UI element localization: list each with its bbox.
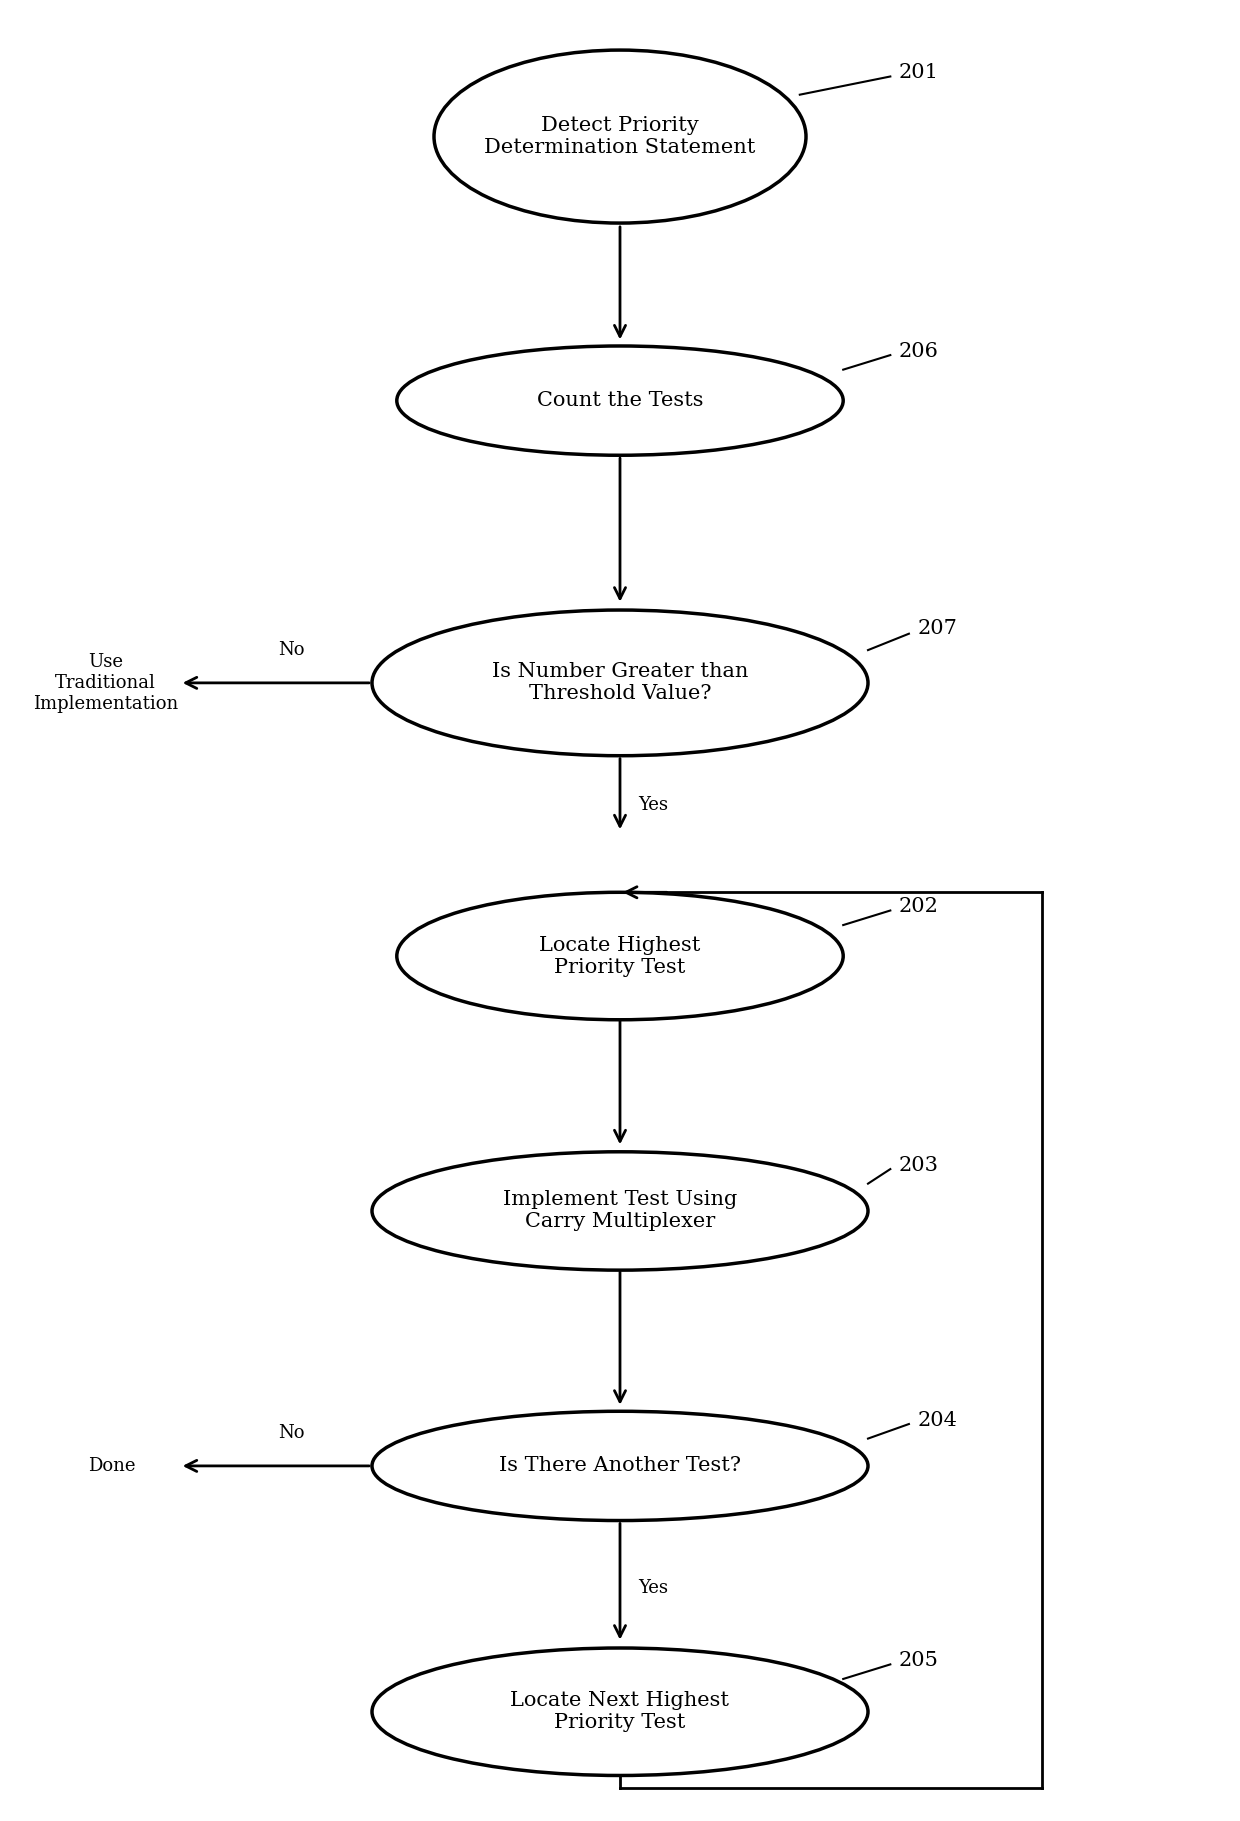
Text: Yes: Yes <box>639 796 668 814</box>
Text: Done: Done <box>88 1457 135 1475</box>
Text: 202: 202 <box>899 898 939 916</box>
Text: Is Number Greater than
Threshold Value?: Is Number Greater than Threshold Value? <box>492 663 748 703</box>
Text: Locate Highest
Priority Test: Locate Highest Priority Test <box>539 936 701 976</box>
Text: Count the Tests: Count the Tests <box>537 392 703 410</box>
Text: Locate Next Highest
Priority Test: Locate Next Highest Priority Test <box>511 1692 729 1732</box>
Text: 204: 204 <box>918 1411 957 1429</box>
Text: Implement Test Using
Carry Multiplexer: Implement Test Using Carry Multiplexer <box>503 1191 737 1231</box>
Text: 207: 207 <box>918 619 957 637</box>
Text: 203: 203 <box>899 1156 939 1175</box>
Text: Use
Traditional
Implementation: Use Traditional Implementation <box>32 654 179 712</box>
Text: Yes: Yes <box>639 1579 668 1597</box>
Text: 205: 205 <box>899 1652 939 1670</box>
Text: No: No <box>278 1424 305 1442</box>
Text: Detect Priority
Determination Statement: Detect Priority Determination Statement <box>485 117 755 157</box>
Text: No: No <box>278 641 305 659</box>
Text: Is There Another Test?: Is There Another Test? <box>498 1457 742 1475</box>
Text: 206: 206 <box>899 342 939 361</box>
Text: 201: 201 <box>899 64 939 82</box>
